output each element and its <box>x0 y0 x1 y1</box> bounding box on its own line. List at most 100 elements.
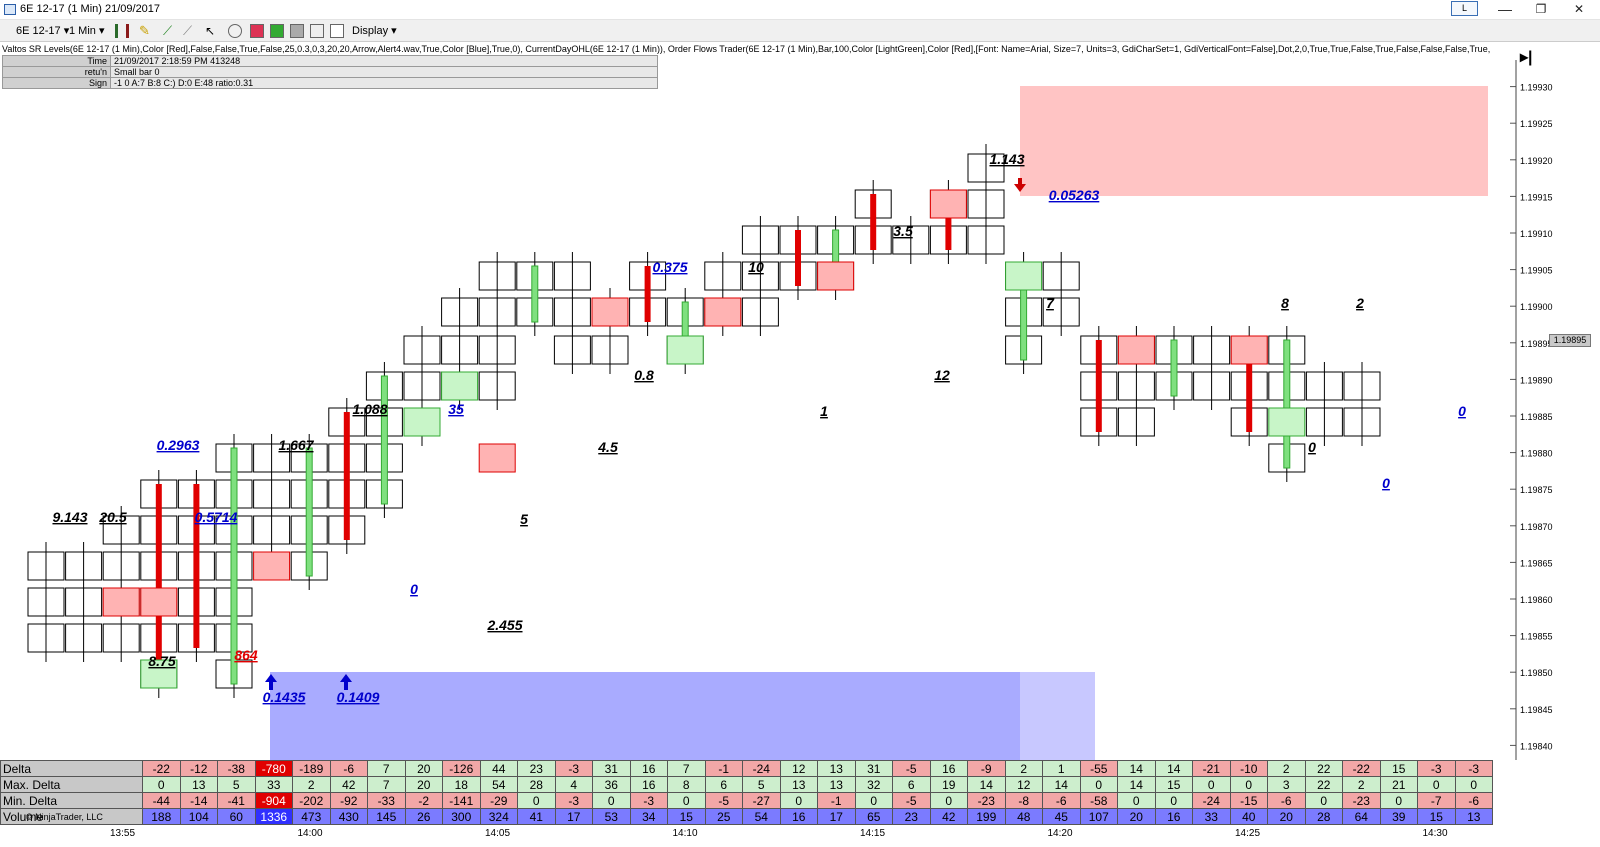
grid-cell: -58 <box>1079 792 1118 809</box>
price-label: 1.19870 <box>1520 522 1553 532</box>
layout-icon[interactable] <box>330 24 344 38</box>
grid-cell: 104 <box>179 808 218 825</box>
ratio-label: 5 <box>520 511 528 527</box>
grid-cell: 430 <box>329 808 368 825</box>
imbalance-cell <box>140 587 178 617</box>
indicators-icon[interactable] <box>270 24 284 38</box>
price-cell <box>1193 335 1231 365</box>
price-cell <box>1042 297 1080 327</box>
grid-cell: 60 <box>217 808 256 825</box>
ratio-label: 1.088 <box>352 401 387 417</box>
display-menu[interactable]: Display ▾ <box>352 25 397 37</box>
cursor-icon[interactable]: ↖ <box>205 24 216 38</box>
price-label: 1.19915 <box>1520 192 1553 202</box>
buy-signal-arrow-icon <box>340 674 352 690</box>
price-cell <box>1343 407 1381 437</box>
price-cell <box>27 623 65 653</box>
price-cell <box>478 335 516 365</box>
period-selector[interactable]: 1 Min ▾ <box>69 25 105 37</box>
info-value: -1 0 A:7 B:8 C:) D:0 E:48 ratio:0.31 <box>110 77 658 89</box>
grid-cell: 5 <box>217 776 256 793</box>
delta-bar-green <box>1170 339 1178 397</box>
jump-to-end-icon[interactable]: ▸| <box>1520 49 1533 66</box>
grid-cell: -904 <box>254 792 293 809</box>
price-cell <box>253 515 291 545</box>
grid-cell: 7 <box>367 776 406 793</box>
grid-cell: 21 <box>1379 776 1418 793</box>
imbalance-cell <box>1230 335 1268 365</box>
grid-cell: -12 <box>179 760 218 777</box>
restore-button[interactable]: ❐ <box>1535 2 1547 16</box>
instrument-selector[interactable]: 6E 12-17 ▾ <box>16 25 70 37</box>
grid-cell: 42 <box>329 776 368 793</box>
draw-tool-icon[interactable]: ⟋ <box>163 23 173 38</box>
grid-cell: -6 <box>329 760 368 777</box>
price-label: 1.19865 <box>1520 558 1553 568</box>
price-cell <box>65 623 103 653</box>
price-cell <box>553 297 591 327</box>
price-cell <box>1117 371 1155 401</box>
pencil-icon[interactable]: ✎ <box>139 23 150 38</box>
price-label: 1.19845 <box>1520 705 1553 715</box>
grid-cell: -21 <box>1192 760 1231 777</box>
price-cell <box>403 335 441 365</box>
delta-bar-red <box>1246 340 1253 432</box>
grid-cell: 0 <box>1117 792 1156 809</box>
properties-icon[interactable] <box>250 24 264 38</box>
grid-cell: 44 <box>479 760 518 777</box>
grid-cell: 0 <box>1079 776 1118 793</box>
grid-cell: 0 <box>1154 792 1193 809</box>
grid-cell: -6 <box>1454 792 1493 809</box>
ratio-label: 0.5714 <box>195 509 238 525</box>
grid-cell: -3 <box>629 792 668 809</box>
grid-cell: 31 <box>854 760 893 777</box>
price-label: 1.19920 <box>1520 156 1553 166</box>
grid-cell: 23 <box>517 760 556 777</box>
delta-bar-red <box>1095 340 1102 432</box>
grid-cell: -22 <box>1342 760 1381 777</box>
grid-row: Min. Delta -44 -14 -41 -904 -202 -92 -33 -2 -141-… <box>0 792 1493 809</box>
price-chart[interactable]: 1.19930 1.19925 1.19920 1.19915 1.19910 1.199… <box>0 60 1600 760</box>
line-tool-icon[interactable]: ⟋ <box>183 23 193 38</box>
ratio-label: 1.143 <box>989 151 1024 167</box>
close-button[interactable]: ✕ <box>1573 2 1585 16</box>
grid-cell: -3 <box>1417 760 1456 777</box>
current-price-marker: 1.19895 <box>1549 334 1591 347</box>
bar-style-icon[interactable] <box>115 24 129 38</box>
grid-cell: 16 <box>779 808 818 825</box>
ratio-label: 0.1435 <box>263 689 306 705</box>
imbalance-cell-green <box>1268 407 1306 437</box>
grid-cell: 0 <box>1417 776 1456 793</box>
ratio-label: 1.667 <box>278 437 314 453</box>
link-button[interactable]: L <box>1451 1 1478 16</box>
grid-cell: 7 <box>367 760 406 777</box>
grid-cell: 188 <box>142 808 181 825</box>
grid-cell: 12 <box>779 760 818 777</box>
price-cell <box>403 371 441 401</box>
grid-cell: 20 <box>1267 808 1306 825</box>
price-cell <box>704 261 742 291</box>
grid-cell: 13 <box>779 776 818 793</box>
grid-cell: 33 <box>1192 808 1231 825</box>
price-label: 1.19860 <box>1520 595 1553 605</box>
minimize-button[interactable]: — <box>1498 1 1512 17</box>
grid-cell: 34 <box>629 808 668 825</box>
price-label: 1.19880 <box>1520 449 1553 459</box>
grid-cell: -23 <box>967 792 1006 809</box>
strategies-icon[interactable] <box>290 24 304 38</box>
grid-cell: 1336 <box>254 808 293 825</box>
grid-cell: 13 <box>817 760 856 777</box>
price-cell <box>741 297 779 327</box>
grid-cell: -126 <box>442 760 481 777</box>
grid-cell: 324 <box>479 808 518 825</box>
zoom-icon[interactable] <box>228 24 242 38</box>
copy-icon[interactable] <box>310 24 324 38</box>
grid-cell: 0 <box>667 792 706 809</box>
grid-cell: 16 <box>1154 808 1193 825</box>
grid-cell: -9 <box>967 760 1006 777</box>
sell-signal-arrow-icon <box>1014 178 1026 192</box>
price-cell <box>478 261 516 291</box>
grid-cell: -10 <box>1229 760 1268 777</box>
price-cell <box>967 225 1005 255</box>
ratio-label: 0 <box>1382 475 1390 491</box>
